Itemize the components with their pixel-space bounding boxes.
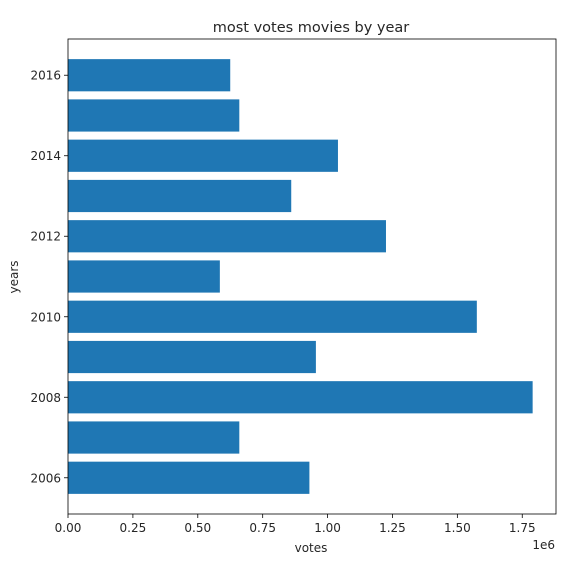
x-tick-label: 1.75: [509, 521, 536, 535]
bars-layer: [68, 59, 533, 494]
y-tick-label: 2008: [30, 391, 61, 405]
bar-2008: [68, 381, 533, 414]
plot-frame: [67, 38, 557, 515]
x-axis-title: votes: [295, 541, 328, 555]
y-tick-label: 2016: [30, 69, 61, 83]
x-axis-offset-label: 1e6: [532, 538, 555, 552]
y-tick-label: 2010: [30, 310, 61, 324]
bar-2007: [68, 421, 240, 454]
x-tick-label: 0.00: [55, 521, 82, 535]
bar-2016: [68, 59, 231, 92]
x-tick-label: 1.25: [379, 521, 406, 535]
x-tick-label: 0.75: [249, 521, 276, 535]
x-tick-label: 0.25: [120, 521, 147, 535]
y-tick-label: 2012: [30, 230, 61, 244]
bar-2013: [68, 179, 292, 213]
x-tick-label: 0.50: [184, 521, 211, 535]
chart-title: most votes movies by year: [213, 20, 410, 36]
bar-2011: [68, 260, 220, 293]
bar-2006: [68, 461, 310, 494]
bar-2014: [68, 139, 338, 172]
bar-2009: [68, 340, 316, 374]
bar-2010: [68, 300, 477, 333]
x-tick-label: 1.00: [314, 521, 341, 535]
y-tick-label: 2006: [30, 471, 61, 485]
y-axis-title: years: [7, 260, 21, 293]
bar-2015: [68, 99, 240, 132]
x-tick-label: 1.50: [444, 521, 471, 535]
x-axis: 0.00 0.25 0.50 0.75 1.00 1.25 1.50 1.75: [55, 514, 536, 535]
y-tick-label: 2014: [30, 149, 61, 163]
bar-2012: [68, 220, 386, 253]
y-axis: 2006 2008 2010 2012 2014 2016: [30, 69, 68, 485]
